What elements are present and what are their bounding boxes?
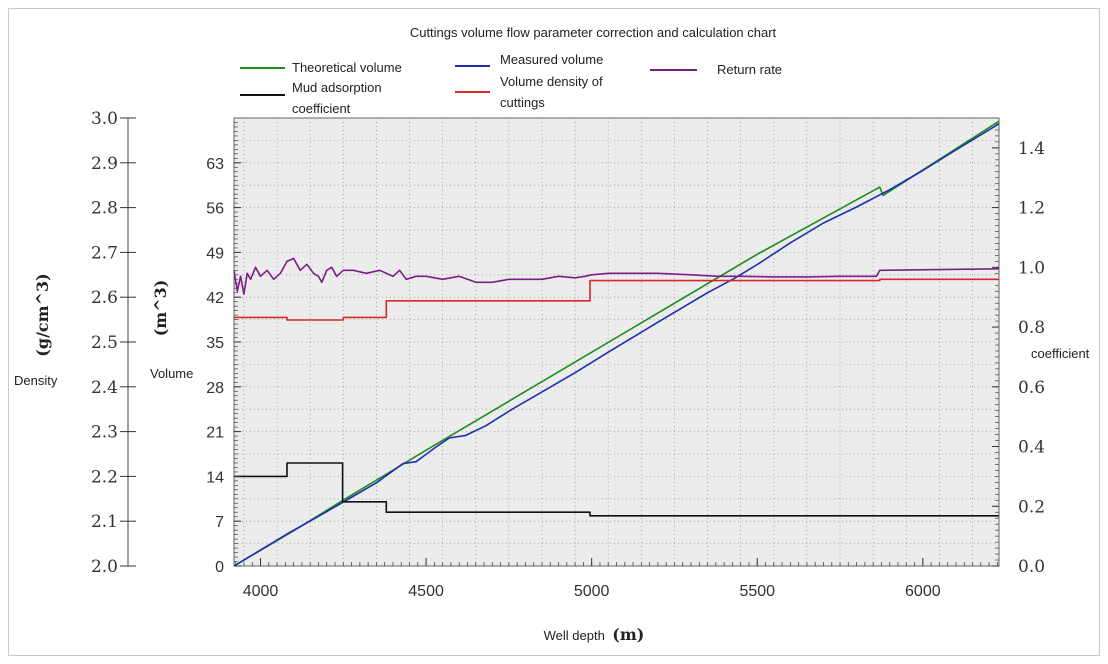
coefficient-axis: 0.0 0.2 0.4 0.6 0.8 1.0 1.2 1.4 (992, 139, 1045, 577)
legend-label-mud-line1: Mud adsorption (292, 80, 382, 95)
series-line-mud-adsorption-coefficient (234, 462, 999, 517)
density-tick-label: 3.0 (91, 109, 118, 129)
volume-tick-label: 14 (206, 469, 224, 486)
coefficient-tick-label: 0.6 (1018, 378, 1045, 398)
coefficient-tick-label: 0.2 (1018, 497, 1045, 517)
x-tick-label: 5500 (739, 583, 775, 600)
series-line-volume-density-of-cuttings (234, 278, 999, 321)
x-axis-label: Well depth (m) (544, 625, 645, 644)
x-tick-label: 4000 (243, 583, 279, 600)
x-tick-label: 4500 (408, 583, 444, 600)
coefficient-tick-label: 1.2 (1018, 199, 1045, 219)
density-tick-label: 2.8 (91, 199, 118, 219)
x-axis-label-text: Well depth (544, 628, 605, 643)
series-line-measured-volume (234, 123, 999, 566)
x-tick-label: 5000 (574, 583, 610, 600)
volume-tick-label: 0 (215, 559, 224, 576)
legend-label-theoretical: Theoretical volume (292, 60, 402, 75)
volume-tick-label: 7 (215, 514, 224, 531)
density-tick-label: 2.0 (91, 557, 118, 577)
coefficient-tick-label: 0.8 (1018, 318, 1045, 338)
legend-label-return-rate: Return rate (717, 62, 782, 77)
density-tick-label: 2.7 (91, 243, 118, 263)
volume-axis: 0 7 14 21 28 35 42 49 56 63 (206, 156, 241, 576)
legend-label-mud: Mud adsorption coefficient (292, 80, 385, 116)
volume-axis-label: Volume (150, 366, 193, 381)
coefficient-axis-label: coefficient (1031, 346, 1090, 361)
chart-title: Cuttings volume flow parameter correctio… (410, 25, 777, 40)
density-tick-label: 2.9 (91, 154, 118, 174)
x-axis-unit: (m) (612, 625, 644, 644)
density-tick-label: 2.1 (91, 512, 118, 532)
volume-tick-label: 35 (206, 335, 224, 352)
density-tick-label: 2.2 (91, 467, 118, 487)
density-tick-label: 2.3 (91, 423, 118, 443)
density-tick-label: 2.6 (91, 288, 118, 308)
series-line-return-rate (234, 257, 999, 295)
volume-tick-label: 63 (206, 156, 224, 173)
density-axis-label: Density (14, 373, 58, 388)
density-tick-label: 2.5 (91, 333, 118, 353)
legend-label-density-line1: Volume density of (500, 74, 603, 89)
volume-tick-label: 56 (206, 201, 224, 218)
coefficient-tick-label: 0.4 (1018, 438, 1045, 458)
legend-label-mud-line2: coefficient (292, 101, 351, 116)
series-layer (234, 120, 999, 566)
coefficient-tick-label: 0.0 (1018, 557, 1045, 577)
coefficient-tick-label: 1.0 (1018, 258, 1045, 278)
density-tick-label: 2.4 (91, 378, 118, 398)
volume-tick-label: 21 (206, 425, 224, 442)
legend-label-measured: Measured volume (500, 52, 603, 67)
density-axis: 2.0 2.1 2.2 2.3 2.4 2.5 2.6 2.7 2.8 2.9 3.0 (91, 109, 136, 577)
legend: Theoretical volume Measured volume Retur… (240, 52, 782, 116)
volume-tick-label: 28 (206, 380, 224, 397)
legend-label-density: Volume density of cuttings (500, 74, 606, 110)
volume-tick-label: 49 (206, 245, 224, 262)
legend-label-density-line2: cuttings (500, 95, 545, 110)
coefficient-tick-label: 1.4 (1018, 139, 1045, 159)
x-tick-label: 6000 (905, 583, 941, 600)
x-axis: 4000 4500 5000 5500 6000 (243, 558, 941, 600)
density-axis-unit: (g/cm^3) (33, 273, 52, 356)
volume-tick-label: 42 (206, 290, 224, 307)
volume-axis-unit: (m^3) (151, 280, 170, 337)
